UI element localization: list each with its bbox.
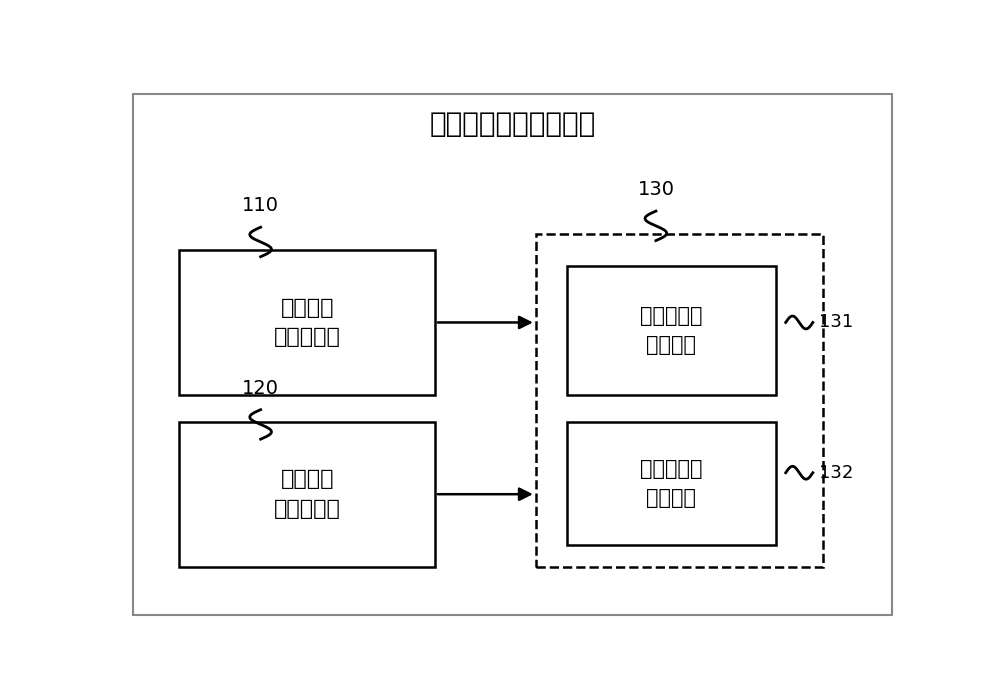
Bar bbox=[567, 266, 776, 395]
Bar bbox=[536, 234, 822, 567]
Text: 双模态图像信号处理器: 双模态图像信号处理器 bbox=[429, 110, 596, 138]
Text: 110: 110 bbox=[242, 196, 279, 215]
Text: 脉冲神经网
络子单元: 脉冲神经网 络子单元 bbox=[640, 459, 703, 508]
Text: 132: 132 bbox=[819, 464, 853, 482]
Text: 131: 131 bbox=[819, 314, 853, 332]
Bar bbox=[179, 422, 435, 567]
Bar bbox=[567, 422, 776, 545]
Text: 同步图像
信号处理器: 同步图像 信号处理器 bbox=[274, 298, 341, 347]
Bar bbox=[179, 250, 435, 395]
Text: 130: 130 bbox=[637, 180, 674, 199]
Text: 模拟神经网
络子单元: 模拟神经网 络子单元 bbox=[640, 306, 703, 355]
Text: 120: 120 bbox=[242, 378, 279, 397]
Text: 异步图像
信号处理器: 异步图像 信号处理器 bbox=[274, 469, 341, 519]
